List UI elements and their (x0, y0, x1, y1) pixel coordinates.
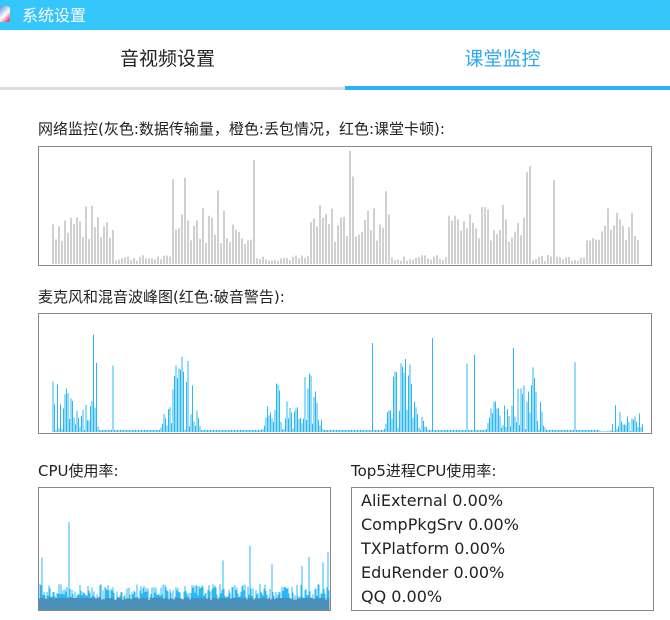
process-item: AliExternal 0.00% (361, 491, 504, 510)
tab-audio-video-settings[interactable]: 音视频设置 (119, 48, 215, 70)
tab-divider (0, 87, 670, 90)
network-monitor-chart (38, 146, 652, 266)
title-bar: 系统设置 (0, 0, 670, 30)
cpu-usage-label: CPU使用率: (38, 462, 119, 480)
top5-process-list: AliExternal 0.00% CompPkgSrv 0.00% TXPla… (351, 487, 654, 611)
app-logo-icon (0, 6, 10, 22)
top5-process-label: Top5进程CPU使用率: (351, 462, 497, 480)
process-item: CompPkgSrv 0.00% (361, 515, 519, 534)
mic-waveform-chart (38, 313, 652, 434)
process-item: QQ 0.00% (361, 587, 443, 606)
process-item: TXPlatform 0.00% (361, 539, 506, 558)
mic-waveform-label: 麦克风和混音波峰图(红色:破音警告): (38, 288, 285, 306)
process-item: EduRender 0.00% (361, 563, 505, 582)
active-tab-indicator (345, 86, 670, 90)
network-monitor-label: 网络监控(灰色:数据传输量，橙色:丢包情况，红色:课堂卡顿): (38, 120, 445, 138)
window-title: 系统设置 (22, 6, 87, 25)
cpu-usage-chart (38, 487, 331, 611)
tab-class-monitor[interactable]: 课堂监控 (464, 48, 541, 70)
